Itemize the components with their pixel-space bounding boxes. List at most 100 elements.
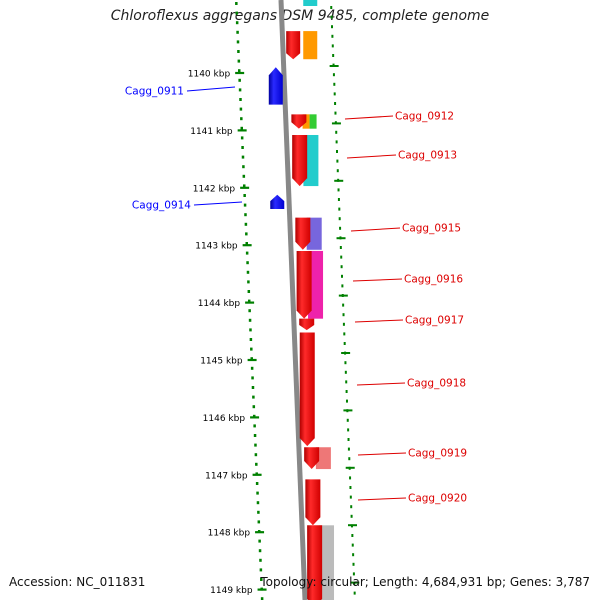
ruler-dot	[259, 568, 263, 572]
ruler-dot	[342, 322, 345, 326]
cds-arrow-reverse-cagg-0911[interactable]	[268, 67, 283, 105]
ruler-dot	[349, 495, 352, 499]
ruler-dot	[334, 102, 337, 105]
ruler-dot	[247, 280, 250, 284]
ruler-dot	[238, 78, 241, 82]
ruler-dot	[256, 501, 260, 505]
ruler-dot	[248, 309, 251, 313]
ruler-dot	[332, 54, 335, 57]
ruler-dot	[235, 21, 239, 25]
cog-block	[308, 250, 324, 319]
ruler-dot	[249, 338, 253, 341]
ruler-dot	[255, 482, 259, 485]
ruler-dot	[351, 543, 354, 547]
tick-label: 1147 kbp	[205, 471, 248, 481]
ruler-dot	[335, 130, 338, 134]
gene-label-cagg-0917[interactable]: Cagg_0917	[405, 315, 464, 327]
ruler-dot	[349, 486, 352, 489]
ruler-dot	[238, 88, 242, 92]
tick-label: 1141 kbp	[190, 127, 233, 137]
cog-block	[319, 525, 335, 600]
ruler-dot	[245, 232, 248, 236]
ruler-dot	[331, 25, 334, 29]
ruler-dot	[258, 539, 261, 543]
cds-track	[268, 31, 323, 600]
gene-label-cagg-0919[interactable]: Cagg_0919	[408, 448, 467, 460]
label-leader-line	[356, 382, 406, 386]
ruler-dot	[345, 390, 348, 393]
label-leader-line	[346, 154, 397, 159]
cds-arrow-forward-cagg-0920[interactable]	[305, 479, 321, 526]
ruler-dot	[340, 265, 343, 269]
genome-backbone	[278, 0, 308, 600]
ruler-dot	[350, 514, 353, 518]
gene-label-cagg-0914[interactable]: Cagg_0914	[132, 200, 191, 212]
ruler-dot	[244, 213, 247, 217]
cds-arrow-reverse-cagg-0914[interactable]	[270, 194, 285, 210]
ruler-dot	[332, 73, 335, 77]
ruler-dot	[258, 549, 262, 553]
gene-label-cagg-0912[interactable]: Cagg_0912	[395, 111, 454, 123]
label-leader-line	[357, 497, 407, 501]
cds-arrow-forward-cagg-0918[interactable]	[299, 332, 315, 447]
gene-label-cagg-0915[interactable]: Cagg_0915	[402, 223, 461, 235]
ruler-dot	[245, 251, 249, 255]
ruler-dot	[251, 376, 254, 380]
cog-block	[315, 447, 331, 470]
cog-block	[303, 0, 318, 6]
gene-label-cagg-0918[interactable]: Cagg_0918	[407, 378, 466, 390]
cds-arrow-forward-cagg-0913[interactable]	[292, 134, 308, 187]
ruler-dot	[257, 510, 260, 514]
ruler-dot	[236, 30, 239, 34]
gene-label-cagg-0911[interactable]: Cagg_0911	[125, 86, 184, 98]
ruler-dot	[236, 40, 240, 44]
cds-arrow-forward-cagg-0912[interactable]	[291, 114, 307, 129]
ruler-dot	[343, 342, 346, 345]
ruler-dot	[235, 11, 239, 15]
ruler-dot	[240, 126, 243, 130]
ruler-dot	[259, 558, 262, 562]
ruler-dot	[344, 361, 347, 365]
ruler-dot	[348, 457, 351, 461]
cds-arrow-forward	[286, 31, 301, 60]
ruler-dot	[347, 428, 350, 432]
cog-ruler	[329, 6, 360, 595]
ruler-dot	[352, 562, 355, 566]
cds-arrow-forward-cagg-0917[interactable]	[299, 318, 315, 331]
cds-arrow-forward-cagg-0919[interactable]	[304, 447, 320, 470]
ruler-dot	[345, 399, 348, 403]
gene-label-cagg-0916[interactable]: Cagg_0916	[404, 274, 463, 286]
ruler-dot	[253, 424, 256, 428]
ruler-dot	[338, 217, 341, 221]
cds-arrow-forward-cagg-0916[interactable]	[296, 250, 312, 319]
ruler-dot	[345, 380, 348, 384]
ruler-dot	[252, 405, 256, 409]
ruler-dot	[336, 150, 338, 153]
ruler-dot	[331, 44, 334, 48]
ruler-dot	[352, 553, 355, 557]
ruler-dot	[344, 370, 347, 374]
ruler-dot	[257, 520, 261, 524]
ruler-dot	[347, 447, 350, 451]
cds-arrow-forward-gene-12[interactable]	[307, 525, 323, 600]
cog-block	[309, 114, 317, 129]
cds-arrow-forward-cagg-0915[interactable]	[295, 217, 311, 250]
topology-label: Topology: circular; Length: 4,684,931 bp…	[260, 575, 590, 589]
accession-label: Accession: NC_011831	[9, 575, 146, 589]
kbp-ruler: 1140 kbp 1141 kbp 1142 kbp 1143 kbp 1144 kbp…	[188, 2, 267, 600]
ruler-dot	[250, 357, 253, 361]
ruler-dot	[260, 578, 263, 581]
ruler-dot	[337, 188, 340, 192]
gene-label-cagg-0920[interactable]: Cagg_0920	[408, 493, 467, 505]
ruler-dot	[255, 462, 258, 466]
ruler-dot	[333, 92, 336, 96]
ruler-dot	[235, 2, 238, 5]
tick-label: 1149 kbp	[210, 586, 253, 596]
ruler-dot	[339, 226, 342, 230]
gene-label-cagg-0913[interactable]: Cagg_0913	[398, 150, 457, 162]
ruler-dot	[352, 572, 355, 576]
ruler-dot	[251, 386, 255, 389]
ruler-dot	[243, 203, 247, 207]
label-leader-line	[193, 201, 243, 206]
